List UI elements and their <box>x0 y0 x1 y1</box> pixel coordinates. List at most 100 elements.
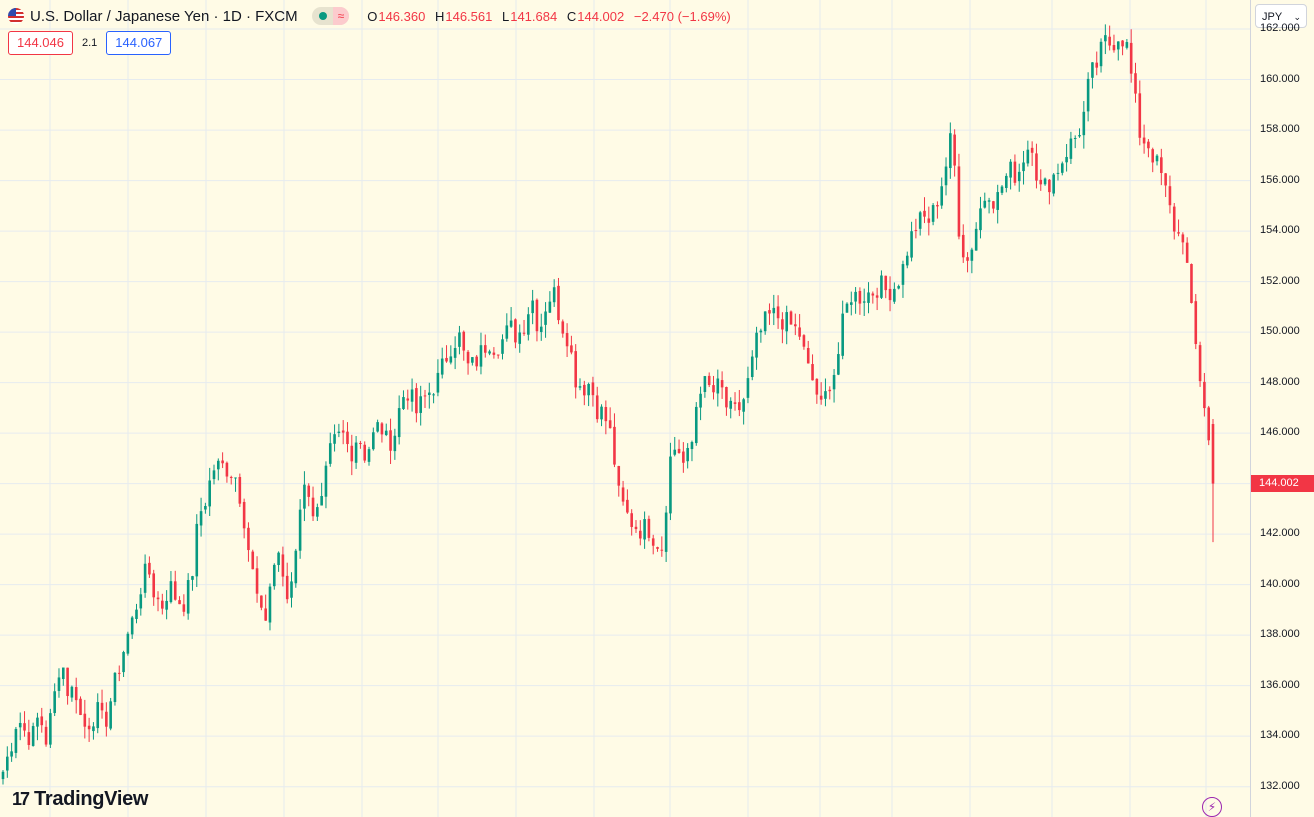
candle-body <box>531 300 534 314</box>
candle <box>1160 148 1163 186</box>
candle <box>346 422 349 453</box>
candle-body <box>61 667 65 679</box>
candle <box>242 498 246 539</box>
candle <box>57 668 61 698</box>
candle-body <box>832 374 836 390</box>
candle-body <box>630 513 633 527</box>
candle <box>221 452 224 469</box>
candle <box>44 720 48 747</box>
candle <box>290 572 293 608</box>
symbol-title[interactable]: U.S. Dollar / Japanese Yen · 1D · FXCM <box>30 7 298 25</box>
candle <box>746 366 750 404</box>
candle <box>703 375 707 398</box>
candle <box>591 376 595 407</box>
buy-button[interactable]: 144.067 <box>106 31 172 55</box>
candle-body <box>285 575 289 600</box>
candle-body <box>307 485 311 497</box>
candle-body <box>221 460 224 464</box>
candle-body <box>1185 242 1189 263</box>
candle-body <box>397 408 401 438</box>
candle-body <box>462 331 466 351</box>
currency-select[interactable]: JPY ⌄ <box>1255 4 1307 28</box>
candle <box>61 667 65 686</box>
candle <box>135 603 138 624</box>
candle-body <box>1091 62 1094 78</box>
candle <box>143 554 147 598</box>
candle <box>677 439 681 454</box>
candle-body <box>1155 155 1159 162</box>
candle-body <box>436 372 440 393</box>
lightning-icon[interactable]: ⚡ <box>1202 797 1222 817</box>
quote-row: 144.046 2.1 144.067 <box>8 31 172 55</box>
market-status[interactable]: ≈ <box>311 7 350 25</box>
candle-body <box>109 701 112 729</box>
candle <box>109 697 112 731</box>
candle-body <box>496 354 500 356</box>
candle-body <box>712 385 715 393</box>
symbol-legend[interactable]: U.S. Dollar / Japanese Yen · 1D · FXCM ≈… <box>8 6 737 26</box>
candle <box>1091 62 1094 89</box>
sell-button[interactable]: 144.046 <box>8 31 73 55</box>
candle <box>949 122 952 179</box>
candle <box>651 534 655 555</box>
candle-body <box>819 395 823 400</box>
candle <box>686 443 689 469</box>
candle <box>1082 101 1086 149</box>
candle <box>673 436 677 457</box>
candle <box>1052 173 1055 197</box>
chart-plot-area[interactable] <box>0 0 1250 817</box>
candle <box>316 503 319 522</box>
candle <box>875 287 879 311</box>
candle <box>660 536 664 557</box>
candle-body <box>40 716 44 726</box>
candle-body <box>505 325 509 339</box>
candle-body <box>626 499 629 513</box>
candle <box>458 325 461 355</box>
candle-body <box>535 299 539 332</box>
candle <box>1 770 5 785</box>
candle <box>333 424 336 452</box>
candle-body <box>561 321 565 334</box>
candle-body <box>583 384 586 396</box>
candle-body <box>161 600 164 609</box>
candle-body <box>440 358 444 375</box>
candle-body <box>1142 137 1146 144</box>
candle-body <box>36 717 39 727</box>
candle <box>436 359 440 397</box>
candle-body <box>617 466 621 486</box>
tradingview-logo[interactable]: 17 TradingView <box>12 788 148 811</box>
candle-body <box>393 435 397 452</box>
candle-body <box>539 326 543 333</box>
candle <box>1056 163 1060 181</box>
candle-body <box>1056 172 1060 174</box>
candle-body <box>587 383 590 396</box>
candle-body <box>806 348 810 364</box>
candle-body <box>755 332 758 358</box>
candle-body <box>841 313 844 356</box>
candle-body <box>875 295 879 298</box>
candle <box>311 486 315 521</box>
candle-body <box>802 335 806 347</box>
candle <box>195 514 199 588</box>
price-axis[interactable]: JPY ⌄ 162.000 160.000 158.000 156.000 154.00… <box>1250 0 1314 817</box>
candle <box>970 247 974 274</box>
candle-body <box>466 351 470 364</box>
candle <box>716 369 720 407</box>
candle <box>923 197 926 224</box>
candle-body <box>427 392 431 396</box>
candle <box>806 340 810 364</box>
candle-body <box>742 399 745 412</box>
candle <box>1030 141 1034 166</box>
candle-body <box>268 586 272 623</box>
candle <box>574 344 578 399</box>
candle <box>845 302 849 313</box>
candle-body <box>953 134 956 166</box>
candle <box>1129 29 1133 83</box>
candle-body <box>798 327 801 337</box>
candle-body <box>432 394 435 396</box>
logo-text: TradingView <box>34 788 149 810</box>
price-tick-label: 160.000 <box>1260 72 1300 85</box>
candle <box>772 294 776 326</box>
candlestick-chart[interactable] <box>0 0 1250 817</box>
candle-body <box>281 554 285 577</box>
